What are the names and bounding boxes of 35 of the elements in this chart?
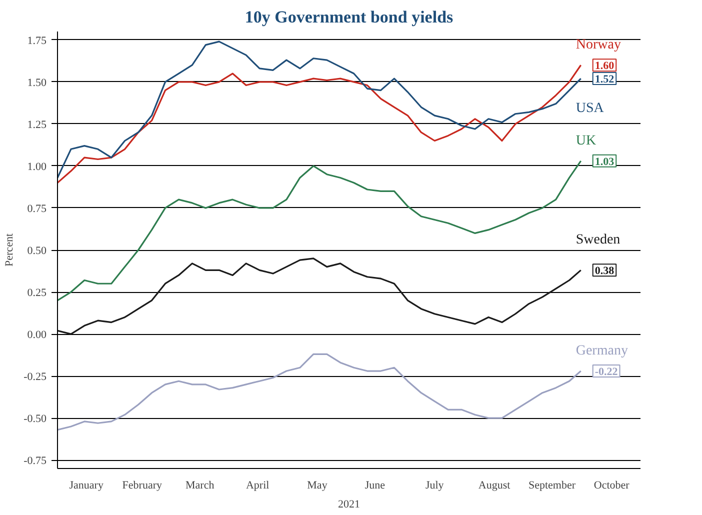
x-tick-label: September — [528, 480, 576, 492]
y-tick-label: 0.75 — [27, 202, 47, 215]
y-tick-label: -0.75 — [24, 455, 47, 468]
x-tick-label: October — [594, 480, 630, 492]
y-tick-label: 1.00 — [27, 160, 47, 173]
series-label: Sweden — [576, 232, 620, 248]
data-label: 0.38 — [594, 265, 615, 278]
y-axis-title: Percent — [4, 234, 16, 266]
y-tick-label: -0.25 — [24, 371, 47, 384]
x-tick-label: April — [246, 480, 270, 492]
series-label: UK — [576, 133, 596, 148]
y-tick-label: -0.50 — [24, 413, 47, 426]
y-tick-label: 0.00 — [27, 329, 47, 342]
x-tick-label: January — [69, 480, 104, 492]
data-label: -0.22 — [594, 366, 618, 378]
x-axis-title: 2021 — [338, 498, 360, 510]
x-tick-label: June — [364, 480, 386, 492]
data-label: 1.52 — [594, 74, 615, 86]
y-tick-label: 0.25 — [27, 287, 47, 300]
x-tick-label: February — [122, 480, 163, 492]
chart-title: 10y Government bond yields — [244, 8, 454, 26]
x-tick-label: March — [186, 480, 215, 492]
y-tick-label: 1.50 — [27, 76, 47, 89]
y-tick-label: 1.25 — [27, 118, 47, 131]
series-label: Germany — [576, 344, 628, 359]
x-tick-label: August — [478, 480, 510, 492]
series-label: Norway — [576, 38, 621, 53]
data-label: 1.03 — [594, 156, 615, 168]
x-tick-label: May — [307, 480, 328, 492]
y-tick-label: 1.75 — [27, 34, 47, 47]
y-tick-label: 0.50 — [27, 245, 47, 257]
line-series — [58, 258, 582, 335]
x-tick-label: July — [425, 480, 444, 492]
legend-label: USA — [576, 101, 605, 116]
data-label: 1.60 — [594, 60, 615, 72]
